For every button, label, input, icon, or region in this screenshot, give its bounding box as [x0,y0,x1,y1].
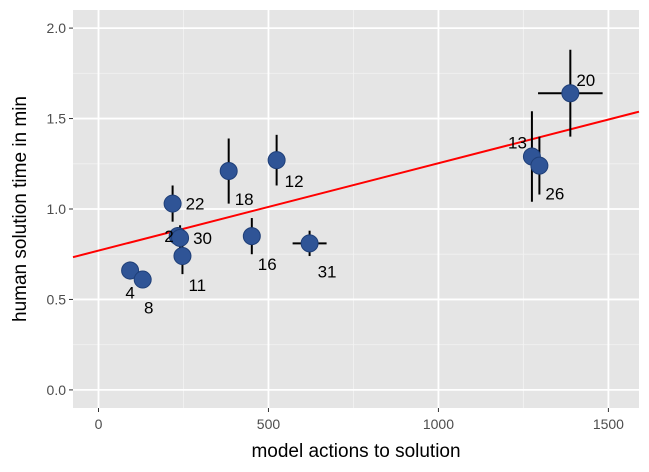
data-point [561,84,580,103]
y-tick-label: 1.5 [47,111,67,127]
data-point [219,162,238,181]
point-label: 12 [285,172,304,191]
point-label: 20 [576,71,595,90]
x-tick-label: 500 [257,416,281,432]
data-point [300,234,319,253]
point-label: 11 [188,276,206,295]
points-layer [121,84,580,289]
point-label: 22 [186,195,205,214]
y-tick-label: 0.5 [47,291,67,307]
point-label: 30 [193,229,212,248]
x-tick-label: 1500 [593,416,624,432]
x-axis: 0 500 1000 1500 [95,408,624,432]
point-label: 31 [318,262,337,281]
data-point [163,194,182,213]
x-tick-label: 1000 [423,416,454,432]
point-label: 18 [235,190,254,209]
y-tick-label: 1.0 [47,201,67,217]
fit-line [72,110,640,259]
point-label: 2 [164,227,173,246]
x-tick-label: 0 [95,416,103,432]
point-label: 4 [125,284,134,303]
data-point [242,227,261,246]
y-tick-label: 0.0 [47,382,67,398]
y-axis-title: human solution time in min [10,96,31,322]
major-gridlines [73,10,639,408]
data-point [133,270,152,289]
point-label: 26 [545,185,564,204]
y-tick-label: 2.0 [47,20,67,36]
point-label: 8 [144,299,153,318]
data-point [530,156,549,175]
point-label: 13 [508,134,527,153]
point-label: 16 [258,255,277,274]
x-axis-title: model actions to solution [251,441,460,462]
data-point [267,151,286,170]
fit-line-layer [72,110,640,259]
data-point [171,228,190,247]
y-axis: 0.0 0.5 1.0 1.5 2.0 [47,20,73,398]
data-point [121,261,140,280]
data-point [173,247,192,266]
